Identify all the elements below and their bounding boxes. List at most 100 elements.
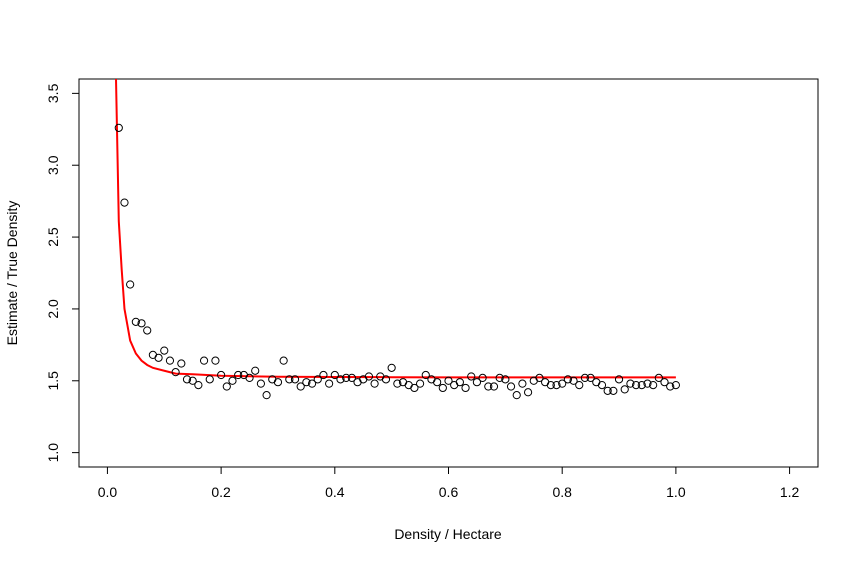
data-point bbox=[643, 379, 652, 388]
data-point bbox=[222, 382, 231, 391]
data-point bbox=[228, 376, 237, 385]
y-axis: 1.0 1.5 2.0 2.5 3.0 3.5 bbox=[45, 83, 80, 463]
data-point bbox=[256, 379, 266, 388]
data-point bbox=[467, 372, 476, 381]
x-tick-label: 0.8 bbox=[552, 484, 572, 500]
data-point bbox=[126, 280, 135, 289]
data-point bbox=[177, 359, 186, 368]
data-point bbox=[182, 375, 192, 384]
data-point bbox=[575, 380, 584, 390]
y-tick-label: 2.0 bbox=[45, 299, 61, 319]
data-point bbox=[501, 375, 510, 384]
data-point bbox=[217, 370, 226, 380]
x-tick-label: 0.0 bbox=[98, 484, 118, 500]
data-point bbox=[484, 382, 493, 391]
data-point bbox=[137, 319, 146, 328]
y-tick-label: 3.0 bbox=[45, 155, 61, 175]
data-point bbox=[597, 380, 607, 390]
data-point bbox=[495, 373, 504, 382]
data-point bbox=[296, 382, 305, 391]
data-point bbox=[199, 356, 209, 365]
y-tick-label: 3.5 bbox=[45, 83, 61, 103]
data-point bbox=[586, 373, 595, 382]
data-point bbox=[637, 380, 646, 390]
data-point bbox=[347, 373, 356, 382]
data-point bbox=[421, 370, 430, 380]
fit-curves bbox=[115, 79, 676, 379]
data-point bbox=[120, 198, 129, 207]
data-point bbox=[154, 353, 163, 362]
data-point bbox=[364, 372, 374, 381]
data-point bbox=[415, 379, 425, 388]
x-axis: 0.0 0.2 0.4 0.6 0.8 1.0 1.2 bbox=[98, 466, 800, 500]
data-point bbox=[251, 366, 260, 375]
data-point bbox=[188, 376, 197, 385]
data-point bbox=[234, 370, 243, 380]
data-point bbox=[307, 379, 317, 388]
x-tick-label: 1.2 bbox=[780, 484, 800, 500]
data-point bbox=[279, 356, 288, 365]
data-point bbox=[455, 378, 464, 387]
data-point bbox=[558, 379, 567, 388]
data-point bbox=[649, 380, 658, 390]
data-point bbox=[302, 378, 311, 387]
data-point bbox=[580, 373, 590, 382]
y-tick-label: 1.5 bbox=[45, 371, 61, 391]
data-point bbox=[165, 356, 175, 365]
data-point bbox=[393, 379, 402, 388]
plot-box bbox=[78, 78, 819, 468]
data-point bbox=[472, 378, 482, 387]
data-point bbox=[325, 379, 334, 388]
data-point bbox=[523, 388, 533, 397]
data-point bbox=[205, 375, 214, 384]
x-tick-label: 0.2 bbox=[211, 484, 231, 500]
data-point bbox=[290, 375, 300, 384]
data-point bbox=[273, 378, 283, 387]
data-point bbox=[370, 379, 379, 388]
data-point bbox=[433, 378, 442, 387]
data-point bbox=[535, 373, 544, 382]
data-point bbox=[614, 375, 624, 384]
data-point bbox=[546, 380, 555, 390]
y-tick-label: 2.5 bbox=[45, 227, 61, 247]
data-point bbox=[654, 373, 663, 382]
data-point bbox=[552, 380, 561, 390]
y-axis-label: Estimate / True Density bbox=[4, 201, 20, 346]
data-point bbox=[620, 385, 629, 394]
data-point bbox=[171, 368, 180, 377]
data-point bbox=[569, 376, 578, 385]
data-point bbox=[461, 383, 470, 393]
data-point bbox=[143, 326, 152, 335]
fit-curve bbox=[115, 79, 676, 379]
data-point bbox=[336, 375, 345, 384]
data-point bbox=[506, 382, 516, 391]
data-point bbox=[194, 380, 203, 390]
data-point bbox=[603, 386, 612, 395]
data-point bbox=[160, 346, 169, 355]
data-point bbox=[114, 123, 123, 132]
data-point bbox=[245, 373, 254, 382]
data-point bbox=[342, 373, 351, 382]
y-tick-label: 1.0 bbox=[45, 443, 61, 463]
data-point bbox=[387, 363, 396, 372]
x-tick-label: 0.4 bbox=[325, 484, 345, 500]
data-point bbox=[631, 380, 641, 390]
data-point bbox=[381, 375, 391, 384]
x-axis-label: Density / Hectare bbox=[394, 526, 502, 542]
data-point bbox=[518, 379, 527, 388]
data-point bbox=[512, 391, 521, 400]
data-point bbox=[211, 356, 220, 365]
x-tick-label: 1.0 bbox=[666, 484, 686, 500]
data-point bbox=[609, 386, 618, 395]
x-tick-label: 0.6 bbox=[439, 484, 459, 500]
data-point bbox=[444, 376, 453, 385]
data-point bbox=[489, 382, 499, 391]
data-point bbox=[438, 383, 447, 393]
scatter-points bbox=[114, 123, 680, 400]
data-point bbox=[410, 383, 419, 393]
data-point bbox=[478, 373, 487, 382]
data-point bbox=[330, 370, 339, 380]
data-point bbox=[313, 375, 322, 384]
data-point bbox=[563, 375, 572, 384]
